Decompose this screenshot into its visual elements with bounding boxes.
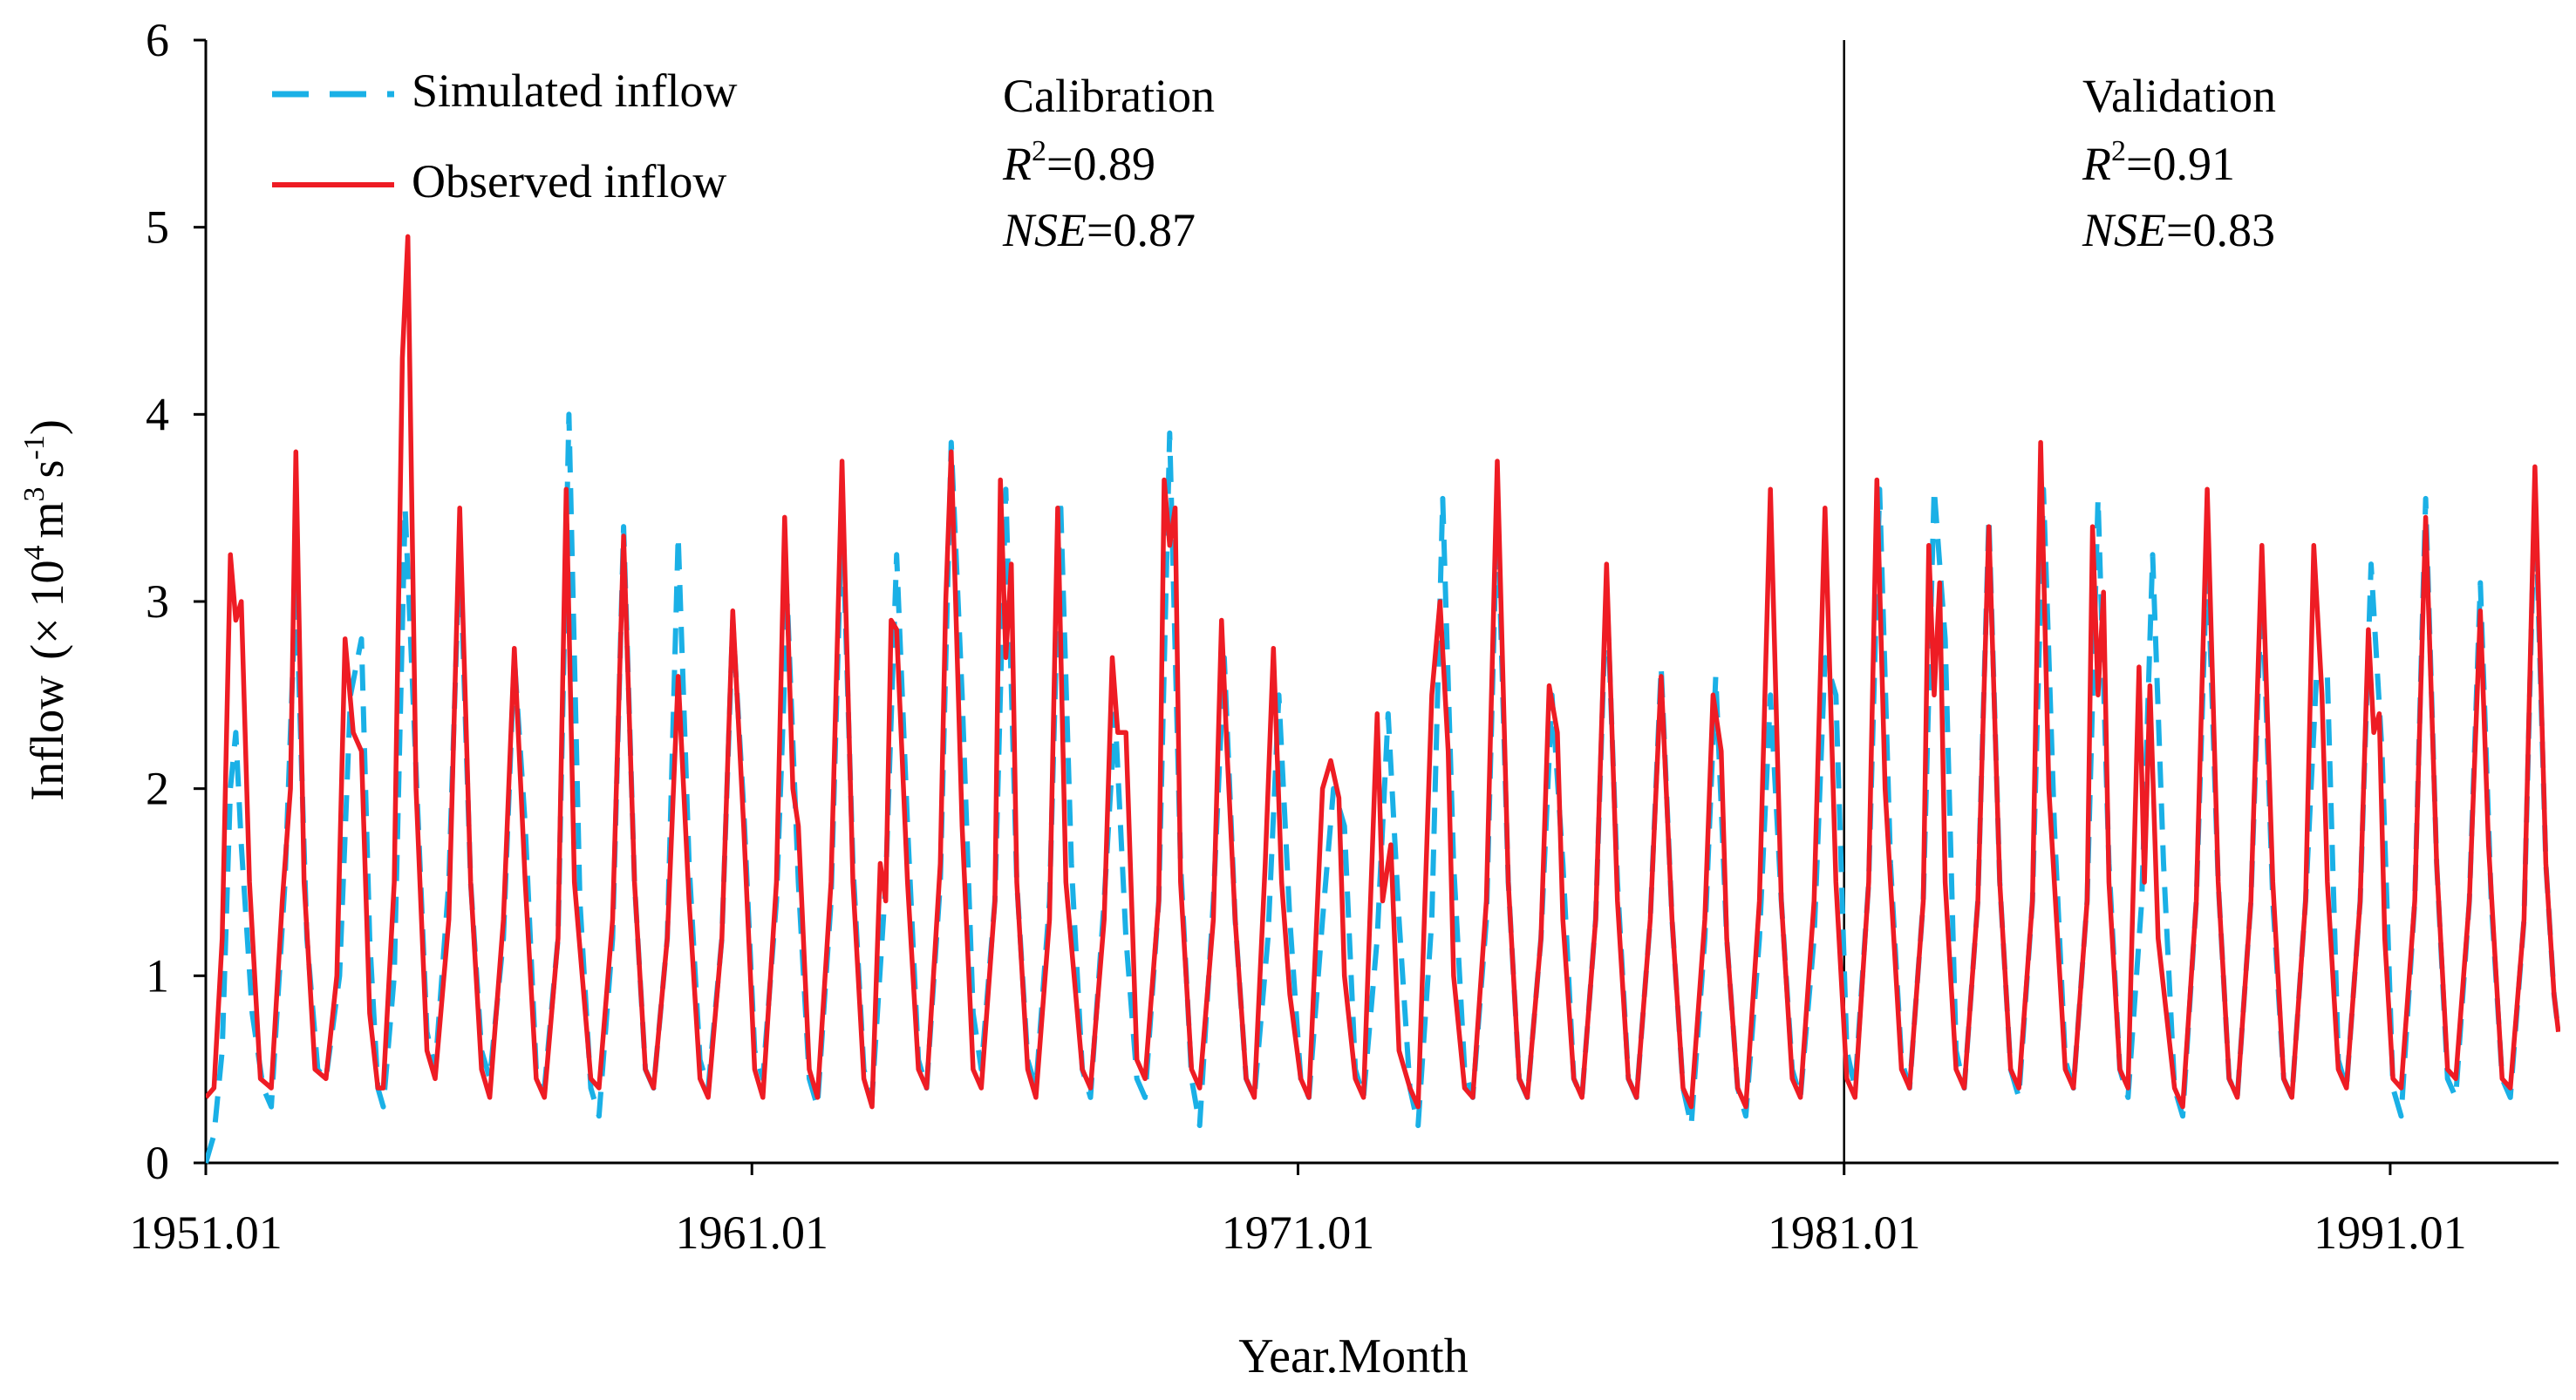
observed-inflow-line	[206, 234, 2560, 1110]
x-tick-label: 1971.01	[1222, 1206, 1375, 1259]
y-axis-label-main: Inflow	[21, 676, 73, 801]
x-tick-label: 1951.01	[129, 1206, 283, 1259]
legend: Simulated inflow Observed inflow	[272, 65, 737, 207]
y-tick-label: 1	[146, 949, 169, 1002]
y-axis-label-exp4: 4	[18, 545, 51, 560]
validation-nse-label: NSE	[2082, 204, 2166, 256]
validation-r2: R2=0.91	[2082, 135, 2235, 190]
x-tick-label: 1991.01	[2314, 1206, 2467, 1259]
calibration-r2-exp: 2	[1032, 135, 1046, 167]
calibration-nse-value: =0.87	[1087, 204, 1196, 256]
calibration-annotation: Calibration R2=0.89 NSE=0.87	[1002, 70, 1215, 256]
validation-r2-exp: 2	[2111, 135, 2126, 167]
calibration-r2: R2=0.89	[1002, 135, 1155, 190]
calibration-r2-value: =0.89	[1046, 138, 1155, 190]
y-axis-label-exp3: 3	[18, 486, 51, 501]
y-tick-label: 4	[146, 388, 169, 440]
y-axis-label-expneg1: -1	[18, 435, 51, 459]
plot-area	[206, 234, 2560, 1164]
y-axis-label-paren-close: )	[21, 419, 73, 435]
validation-nse: NSE=0.83	[2082, 204, 2275, 256]
legend-simulated-label: Simulated inflow	[412, 65, 737, 117]
calibration-nse-label: NSE	[1002, 204, 1087, 256]
x-axis-label: Year.Month	[1238, 1329, 1468, 1383]
calibration-nse: NSE=0.87	[1002, 204, 1196, 256]
x-axis-ticks: 1951.01 1961.01 1971.01 1981.01 1991.01	[129, 1163, 2467, 1259]
y-axis-label-paren-open: (×	[21, 617, 73, 659]
x-tick-label: 1981.01	[1768, 1206, 1921, 1259]
y-tick-label: 6	[146, 14, 169, 66]
validation-title: Validation	[2082, 70, 2276, 122]
validation-r2-label: R	[2082, 138, 2111, 190]
y-axis-ticks: 0 1 2 3 4 5 6	[146, 14, 206, 1189]
y-axis-label: Inflow (× 104 m3 s-1)	[18, 419, 73, 801]
validation-annotation: Validation R2=0.91 NSE=0.83	[2082, 70, 2276, 256]
calibration-r2-label: R	[1002, 138, 1032, 190]
validation-nse-value: =0.83	[2166, 204, 2275, 256]
legend-observed-label: Observed inflow	[412, 155, 726, 207]
y-tick-label: 3	[146, 575, 169, 628]
y-tick-label: 2	[146, 763, 169, 815]
simulated-inflow-line	[206, 411, 2560, 1164]
calibration-title: Calibration	[1003, 70, 1215, 122]
y-tick-label: 0	[146, 1137, 169, 1189]
y-axis-label-ten: 10	[21, 560, 73, 607]
y-axis-label-unit-s: s	[21, 459, 73, 478]
y-tick-label: 5	[146, 201, 169, 254]
y-axis-label-unit-m: m	[21, 501, 73, 538]
x-tick-label: 1961.01	[675, 1206, 828, 1259]
validation-r2-value: =0.91	[2126, 138, 2235, 190]
